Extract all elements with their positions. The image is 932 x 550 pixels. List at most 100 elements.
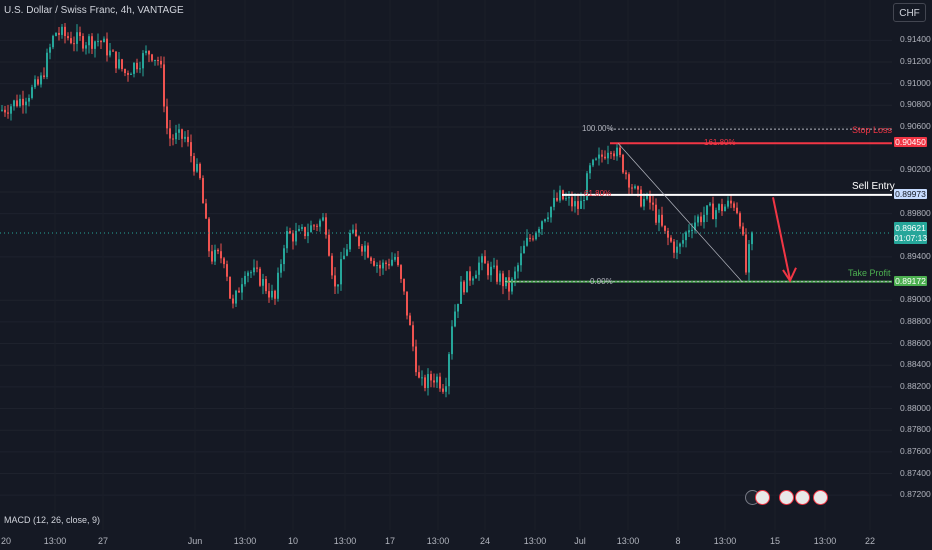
fib-trend-line (617, 142, 743, 282)
price-tick-label: 0.87200 (900, 489, 931, 500)
currency-button[interactable]: CHF (893, 3, 926, 22)
candle-body (538, 229, 540, 233)
candle-body (649, 194, 651, 203)
sell-arrow-head (782, 267, 797, 283)
candle-body (97, 41, 99, 43)
candle-body (457, 303, 459, 312)
time-tick-label: 22 (864, 536, 876, 546)
candle-body (676, 246, 678, 253)
candle-body (274, 290, 276, 299)
candle-body (613, 153, 615, 157)
price-tick-label: 0.89400 (900, 250, 931, 261)
candle-body (13, 100, 15, 107)
candle-body (373, 260, 375, 266)
candle-body (289, 231, 291, 234)
candle-body (175, 132, 177, 140)
candle-body (295, 230, 297, 242)
time-tick-label: 20 (0, 536, 12, 546)
candle-body (37, 79, 39, 85)
candle-body (91, 36, 93, 49)
time-tick-label: 13:00 (813, 536, 837, 546)
price-tick-label: 0.91000 (900, 77, 931, 88)
candle-body (400, 265, 402, 279)
candle-body (367, 245, 369, 258)
symbol-title: U.S. Dollar / Swiss Franc, 4h, VANTAGE (4, 5, 184, 16)
candle-body (718, 204, 720, 211)
candle-body (70, 38, 72, 44)
candle-body (25, 101, 27, 106)
stop-loss-price-tag: 0.90450 (894, 137, 927, 148)
candle-body (172, 138, 174, 140)
candle-body (745, 234, 747, 273)
fib-level-0-label: 0.00% (590, 276, 613, 286)
candle-body (4, 109, 6, 113)
candle-body (247, 272, 249, 276)
candle-body (187, 136, 189, 143)
us-flag-event-icon[interactable] (795, 490, 810, 505)
candle-body (526, 237, 528, 246)
candle-body (142, 53, 144, 69)
candle-body (112, 50, 114, 52)
candle-body (166, 106, 168, 129)
candle-body (16, 100, 18, 107)
price-tick-label: 0.91400 (900, 34, 931, 45)
candle-body (7, 112, 9, 114)
candle-body (85, 45, 87, 49)
candle-body (196, 163, 198, 172)
price-chart[interactable] (0, 0, 892, 530)
candle-body (205, 203, 207, 219)
candle-body (280, 264, 282, 273)
candle-body (424, 377, 426, 388)
candle-body (571, 197, 573, 207)
candle-body (697, 216, 699, 223)
time-tick-label: 17 (384, 536, 396, 546)
sell-entry-label: Sell Entry (852, 180, 895, 192)
time-axis[interactable]: 20 13:00 27 Jun 13:00 10 13:00 17 13:00 24 13:00 Ju… (0, 530, 932, 550)
time-tick-label: 13:00 (616, 536, 640, 546)
candle-body (343, 255, 345, 260)
candle-body (643, 198, 645, 207)
us-flag-event-icon[interactable] (755, 490, 770, 505)
candle-body (625, 172, 627, 175)
candle-body (664, 225, 666, 231)
candle-body (100, 41, 102, 43)
candle-body (214, 249, 216, 262)
candle-body (304, 227, 306, 237)
candle-body (637, 186, 639, 190)
time-tick-label: 13:00 (426, 536, 450, 546)
candle-body (685, 232, 687, 241)
candle-body (43, 75, 45, 78)
candle-body (739, 213, 741, 227)
price-tick-label: 0.87400 (900, 467, 931, 478)
candle-body (523, 245, 525, 254)
us-flag-event-icon[interactable] (779, 490, 794, 505)
candle-body (454, 311, 456, 327)
candle-body (103, 38, 105, 43)
candle-body (154, 59, 156, 61)
price-axis[interactable]: 0.91400 0.91200 0.91000 0.90800 0.90600 0.902… (892, 0, 932, 530)
candle-body (574, 201, 576, 207)
candle-body (412, 325, 414, 347)
candle-body (550, 206, 552, 218)
fib-level-618-label: 61.80% (584, 188, 612, 198)
candle-body (178, 129, 180, 133)
candle-body (22, 98, 24, 106)
macd-indicator-label[interactable]: MACD (12, 26, close, 9) (4, 515, 101, 525)
take-profit-label: Take Profit (848, 267, 891, 278)
candle-body (325, 217, 327, 235)
chart-canvas[interactable] (0, 0, 892, 530)
candle-body (631, 187, 633, 189)
candle-body (478, 262, 480, 275)
candle-body (340, 259, 342, 285)
candle-body (616, 147, 618, 157)
candle-body (151, 54, 153, 61)
candle-body (121, 59, 123, 70)
candle-body (511, 279, 513, 292)
candle-body (349, 232, 351, 250)
candle-body (67, 36, 69, 39)
candle-body (607, 152, 609, 159)
candle-body (409, 315, 411, 326)
us-flag-event-icon[interactable] (813, 490, 828, 505)
candle-body (190, 142, 192, 157)
price-tick-label: 0.89000 (900, 294, 931, 305)
